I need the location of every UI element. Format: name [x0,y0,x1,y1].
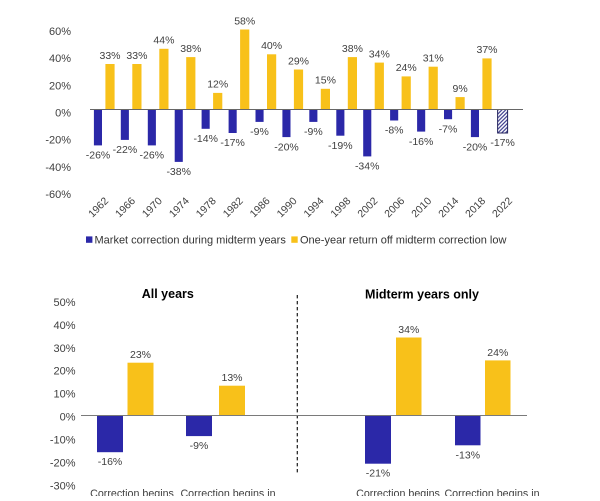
svg-text:31%: 31% [423,53,444,65]
svg-text:40%: 40% [53,320,75,332]
svg-text:0%: 0% [60,412,76,424]
svg-text:40%: 40% [261,40,282,52]
svg-text:29%: 29% [288,55,309,67]
svg-text:30%: 30% [53,343,75,355]
svg-text:Correction begins in: Correction begins in [444,488,539,496]
svg-text:-21%: -21% [366,468,391,480]
svg-text:-10%: -10% [50,435,76,447]
svg-text:15%: 15% [315,75,336,87]
svg-text:38%: 38% [342,43,363,55]
svg-text:58%: 58% [234,15,255,27]
svg-text:9%: 9% [453,83,468,95]
svg-text:34%: 34% [398,324,419,336]
svg-text:-20%: -20% [463,141,488,153]
svg-text:20%: 20% [49,80,71,92]
svg-text:0%: 0% [55,108,71,120]
svg-text:24%: 24% [396,62,417,74]
svg-text:60%: 60% [49,26,71,38]
svg-text:-30%: -30% [50,480,76,492]
svg-text:-9%: -9% [250,126,269,138]
svg-text:-14%: -14% [193,133,218,145]
svg-text:-38%: -38% [166,166,191,178]
svg-text:-13%: -13% [456,449,481,461]
svg-text:40%: 40% [49,53,71,65]
svg-text:Midterm years only: Midterm years only [365,288,479,302]
svg-text:-22%: -22% [113,144,138,156]
svg-text:-17%: -17% [490,137,515,149]
svg-text:20%: 20% [53,366,75,378]
svg-text:13%: 13% [221,372,242,384]
svg-text:23%: 23% [130,349,151,361]
svg-text:-16%: -16% [98,456,123,468]
svg-text:Correction begins: Correction begins [356,488,440,496]
svg-text:Correction begins in: Correction begins in [180,488,275,496]
svg-text:-19%: -19% [328,140,353,152]
svg-text:One-year return off midterm co: One-year return off midterm correction l… [300,235,506,247]
svg-text:All years: All years [142,287,194,301]
svg-text:44%: 44% [153,35,174,47]
svg-text:37%: 37% [476,44,497,56]
svg-text:33%: 33% [99,50,120,62]
svg-text:-34%: -34% [355,161,380,173]
svg-text:24%: 24% [487,347,508,359]
svg-text:-16%: -16% [409,136,434,148]
svg-text:-8%: -8% [385,125,404,137]
svg-text:12%: 12% [207,79,228,91]
svg-text:-20%: -20% [45,135,71,147]
svg-text:-7%: -7% [439,123,458,135]
svg-text:10%: 10% [53,389,75,401]
svg-text:-60%: -60% [45,189,71,201]
svg-text:-40%: -40% [45,162,71,174]
svg-text:Market correction during midte: Market correction during midterm years [95,235,287,247]
svg-text:34%: 34% [369,48,390,60]
svg-text:Correction begins: Correction begins [90,488,174,496]
svg-text:-9%: -9% [190,440,209,452]
svg-text:-26%: -26% [86,150,111,162]
svg-text:-20%: -20% [274,141,299,153]
svg-text:-9%: -9% [304,126,323,138]
svg-text:-20%: -20% [50,458,76,470]
svg-text:38%: 38% [180,43,201,55]
svg-text:50%: 50% [53,297,75,309]
svg-text:33%: 33% [126,50,147,62]
svg-text:-26%: -26% [140,150,165,162]
svg-text:-17%: -17% [220,137,245,149]
